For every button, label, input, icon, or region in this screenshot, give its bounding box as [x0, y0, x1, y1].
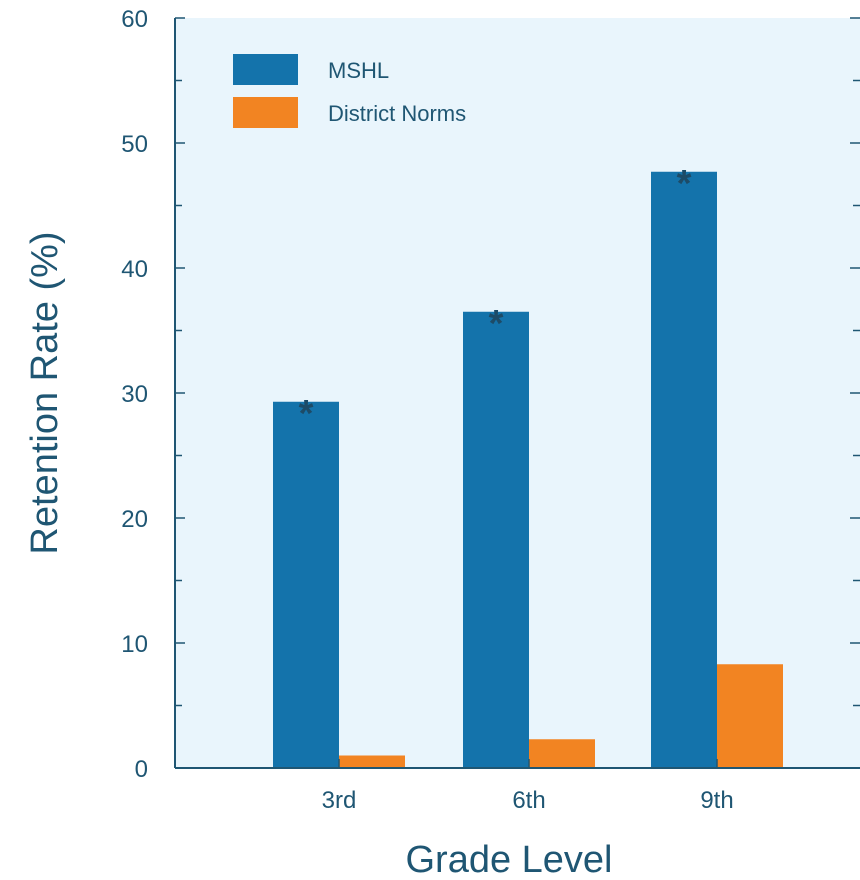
y-axis-title: Retention Rate (%) — [24, 231, 66, 554]
significance-star: * — [489, 303, 504, 345]
bar-mshl-6th — [463, 311, 529, 768]
legend-label-district-norms: District Norms — [328, 101, 466, 126]
significance-star: * — [299, 393, 314, 435]
significance-star: * — [677, 163, 692, 205]
legend-swatch-mshl — [233, 54, 298, 85]
bar-mshl-9th — [651, 171, 717, 768]
axis-ticks: 0 10 20 30 40 50 60 3rd 6th 9th — [121, 6, 860, 814]
significance-markers: * * * — [299, 163, 692, 435]
legend-swatch-district-norms — [233, 97, 298, 128]
y-tick-label: 50 — [121, 131, 148, 158]
y-tick-label: 60 — [121, 6, 148, 33]
bar-district-norms-6th — [529, 739, 595, 768]
bar-district-norms-3rd — [339, 755, 405, 768]
bar-district-norms-9th — [717, 664, 783, 768]
bars — [273, 171, 783, 768]
y-tick-label: 30 — [121, 381, 148, 408]
y-tick-label: 40 — [121, 256, 148, 283]
x-tick-label: 3rd — [322, 787, 357, 814]
x-tick-label: 6th — [512, 787, 545, 814]
y-tick-label: 0 — [135, 756, 148, 783]
x-tick-label: 9th — [700, 787, 733, 814]
legend: MSHL District Norms — [233, 54, 466, 128]
bar-mshl-3rd — [273, 401, 339, 768]
y-tick-label: 10 — [121, 631, 148, 658]
y-tick-label: 20 — [121, 506, 148, 533]
legend-label-mshl: MSHL — [328, 58, 389, 83]
x-axis-title: Grade Level — [405, 839, 612, 880]
